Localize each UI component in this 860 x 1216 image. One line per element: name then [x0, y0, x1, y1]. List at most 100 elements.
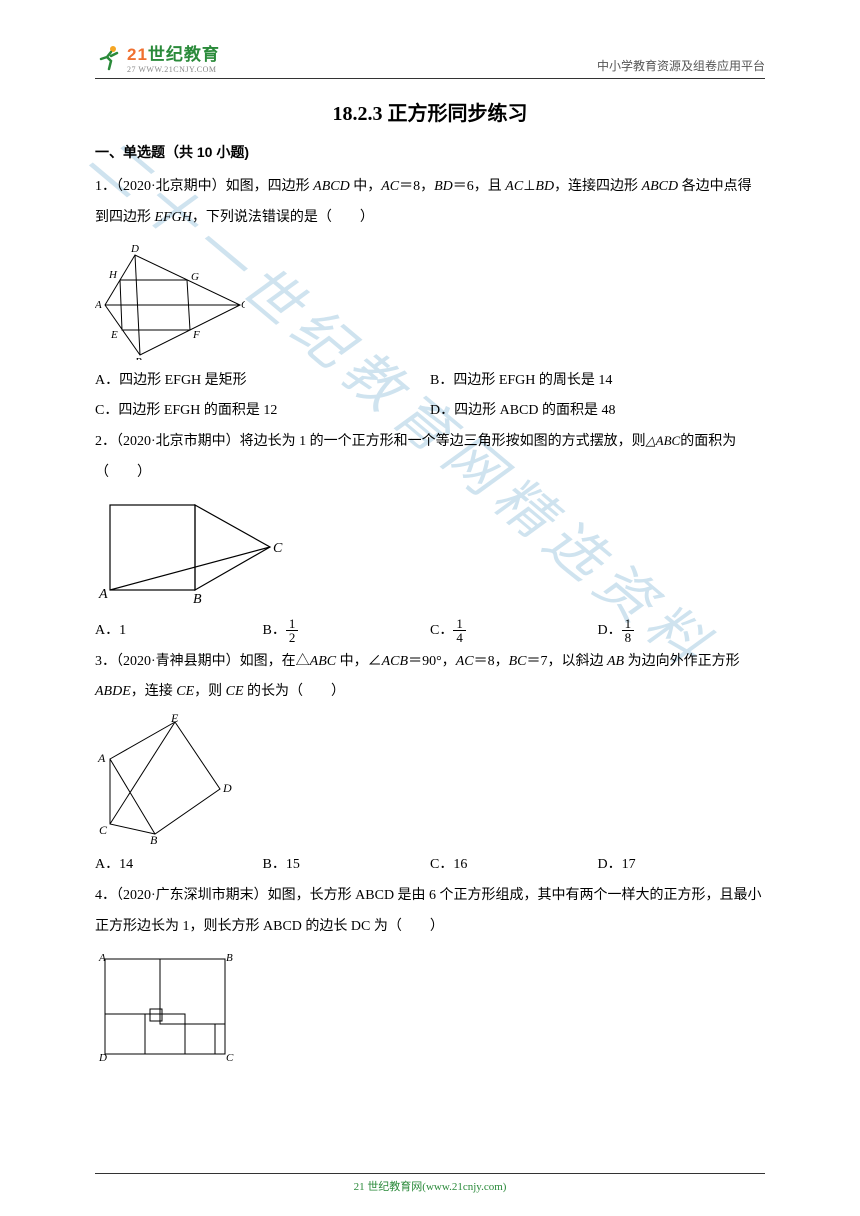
q3-ac: AC	[456, 654, 474, 669]
logo-sub-text: 27 WWW.21CNJY.COM	[127, 65, 220, 74]
svg-text:B: B	[226, 952, 233, 964]
svg-text:E: E	[110, 329, 118, 341]
q2-b-den: 2	[286, 631, 299, 644]
q1-eq1: ＝8，	[399, 179, 434, 194]
q3-ab: AB	[607, 654, 624, 669]
q2-tri: △ABC	[646, 433, 681, 448]
question-1: 1．（2020·北京期中）如图，四边形 ABCD 中，AC＝8，BD＝6，且 A…	[95, 172, 765, 234]
logo-main-text: 世纪教育	[148, 45, 220, 64]
footer: 21 世纪教育网(www.21cnjy.com)	[95, 1173, 765, 1194]
q1-d-text: D．四边形 ABCD 的面积是 48	[430, 403, 616, 418]
q3-t3: ＝90°，	[408, 654, 456, 669]
runner-icon	[95, 43, 123, 71]
logo: 21世纪教育 27 WWW.21CNJY.COM	[95, 40, 220, 74]
q2-b-pre: B．	[263, 623, 286, 638]
q1-choice-b: B．四边形 EFGH 的周长是 14	[430, 366, 765, 397]
q2-c-den: 4	[453, 631, 466, 644]
q3-t2: 中，∠	[336, 654, 382, 669]
q3-abc: ABC	[310, 654, 336, 669]
q3-choice-a: A．14	[95, 850, 263, 881]
q4-diagram: A B C D	[95, 949, 765, 1064]
svg-text:F: F	[192, 329, 200, 341]
q3-choice-d: D．17	[598, 850, 766, 881]
q2-c-num: 1	[453, 617, 466, 631]
q1-efgh: EFGH	[155, 210, 192, 225]
question-3: 3．（2020·青神县期中）如图，在△ABC 中，∠ACB＝90°，AC＝8，B…	[95, 647, 765, 709]
svg-text:A: A	[97, 751, 106, 765]
q2-a-text: A．1	[95, 623, 126, 638]
q1-t3: ，连接四边形	[554, 179, 642, 194]
q2-choices: A．1 B．12 C．14 D．18	[95, 616, 765, 647]
q3-t9: 的长为（ ）	[244, 684, 346, 699]
q2-d-den: 8	[622, 631, 635, 644]
svg-text:C: C	[226, 1052, 234, 1064]
q2-choice-c: C．14	[430, 616, 598, 647]
q2-c-pre: C．	[430, 623, 453, 638]
q1-t5: ，下列说法错误的是（ ）	[192, 210, 374, 225]
q3-abde: ABDE	[95, 684, 131, 699]
svg-text:E: E	[170, 714, 179, 725]
q1-c-text: C．四边形 EFGH 的面积是 12	[95, 403, 277, 418]
q3-t1: 3．（2020·青神县期中）如图，在△	[95, 654, 310, 669]
q1-diagram: A D C B H G F E	[95, 240, 765, 360]
q3-ce2: CE	[226, 684, 244, 699]
q3-t4: ＝8，	[474, 654, 509, 669]
question-2: 2．（2020·北京市期中）将边长为 1 的一个正方形和一个等边三角形按如图的方…	[95, 427, 765, 489]
q1-bd2: BD	[535, 179, 554, 194]
svg-text:G: G	[191, 271, 199, 283]
svg-text:A: A	[95, 299, 102, 311]
svg-text:B: B	[150, 833, 158, 844]
question-4: 4．（2020·广东深圳市期末）如图，长方形 ABCD 是由 6 个正方形组成，…	[95, 881, 765, 943]
q1-t2: 中，	[350, 179, 382, 194]
logo-prefix: 21	[127, 45, 148, 64]
svg-text:C: C	[99, 823, 108, 837]
q2-d-num: 1	[622, 617, 635, 631]
q1-a-text: A．四边形 EFGH 是矩形	[95, 373, 247, 388]
q3-choices: A．14 B．15 C．16 D．17	[95, 850, 765, 881]
q1-ac: AC	[381, 179, 399, 194]
q1-b-text: B．四边形 EFGH 的周长是 14	[430, 373, 612, 388]
section-heading: 一、单选题（共 10 小题)	[95, 142, 765, 162]
header-right: 中小学教育资源及组卷应用平台	[597, 57, 765, 74]
q3-choice-b: B．15	[263, 850, 431, 881]
q1-text: 1．（2020·北京期中）如图，四边形	[95, 179, 313, 194]
svg-text:B: B	[135, 356, 142, 360]
svg-text:D: D	[98, 1052, 107, 1064]
q1-ac2: AC	[505, 179, 523, 194]
header: 21世纪教育 27 WWW.21CNJY.COM 中小学教育资源及组卷应用平台	[95, 40, 765, 79]
svg-text:H: H	[108, 269, 118, 281]
svg-text:A: A	[98, 587, 108, 602]
q1-choice-d: D．四边形 ABCD 的面积是 48	[430, 396, 765, 427]
q1-choice-a: A．四边形 EFGH 是矩形	[95, 366, 430, 397]
q3-choice-c: C．16	[430, 850, 598, 881]
svg-text:B: B	[193, 592, 202, 607]
q3-acb: ACB	[382, 654, 408, 669]
q1-bd: BD	[434, 179, 453, 194]
q2-b-num: 1	[286, 617, 299, 631]
q4-t1: 4．（2020·广东深圳市期末）如图，长方形 ABCD 是由 6 个正方形组成，…	[95, 888, 762, 934]
q2-choice-b: B．12	[263, 616, 431, 647]
svg-text:C: C	[241, 299, 245, 311]
q3-t5: ＝7，以斜边	[526, 654, 607, 669]
q2-d-pre: D．	[598, 623, 622, 638]
q1-abcd: ABCD	[313, 179, 350, 194]
svg-text:D: D	[222, 781, 232, 795]
q3-ce: CE	[176, 684, 194, 699]
q1-choice-c: C．四边形 EFGH 的面积是 12	[95, 396, 430, 427]
q3-bc: BC	[509, 654, 527, 669]
q3-diagram: A B C D E	[95, 714, 765, 844]
svg-text:A: A	[98, 952, 106, 964]
q1-eq2: ＝6，且	[453, 179, 506, 194]
q1-perp: ⊥	[523, 179, 535, 194]
svg-text:C: C	[273, 541, 283, 556]
q1-abcd2: ABCD	[642, 179, 679, 194]
page-title: 18.2.3 正方形同步练习	[95, 97, 765, 126]
q3-t6: 为边向外作正方形	[624, 654, 740, 669]
q3-t8: ，则	[194, 684, 226, 699]
q2-choice-a: A．1	[95, 616, 263, 647]
q1-choices: A．四边形 EFGH 是矩形 B．四边形 EFGH 的周长是 14 C．四边形 …	[95, 366, 765, 428]
q2-diagram: A B C	[95, 495, 765, 610]
q3-t7: ，连接	[131, 684, 177, 699]
q2-choice-d: D．18	[598, 616, 766, 647]
svg-text:D: D	[130, 243, 139, 255]
